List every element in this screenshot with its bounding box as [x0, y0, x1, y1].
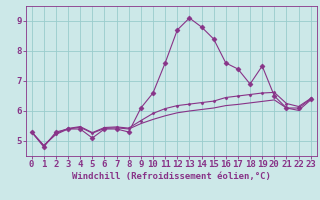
X-axis label: Windchill (Refroidissement éolien,°C): Windchill (Refroidissement éolien,°C) — [72, 172, 271, 181]
